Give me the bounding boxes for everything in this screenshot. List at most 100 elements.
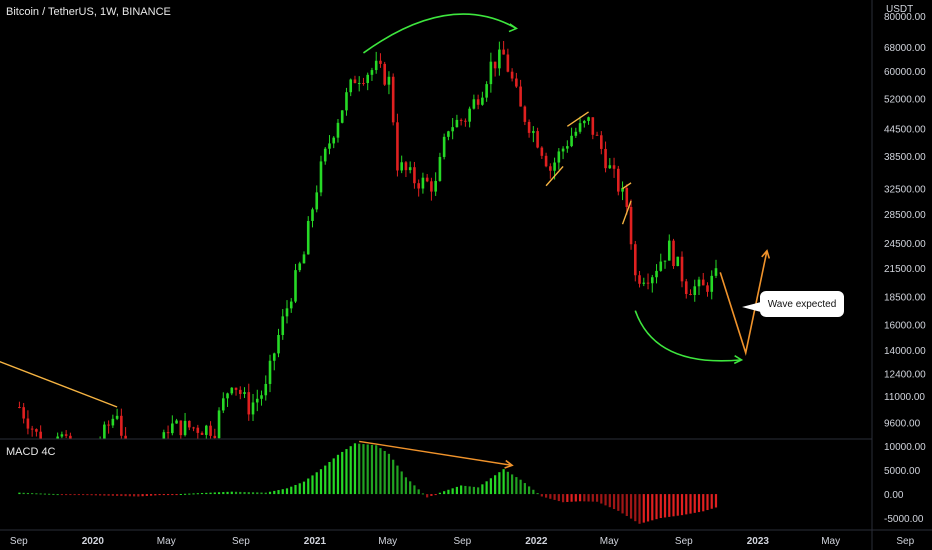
macd-bar [430,494,433,496]
macd-bar [35,493,38,495]
candle-body [502,49,505,55]
macd-bar [511,474,514,495]
macd-bar [417,489,420,495]
time-tick-label: May [378,536,397,547]
macd-bar [426,494,429,498]
candle-body [553,162,556,171]
macd-bar [617,494,620,511]
macd-axis: 10000.00 5000.00 0.00 -5000.00 [884,442,926,525]
macd-bar [209,492,212,495]
macd-bar [171,494,174,496]
price-tick-label: 68000.00 [884,43,926,54]
candle-body [217,410,221,439]
macd-bar [341,451,344,495]
candle-body [188,420,191,428]
macd-bar [663,494,667,518]
price-tick-label: 9600.00 [884,418,921,429]
candle-body [306,220,310,255]
time-tick-label: 2021 [304,536,327,547]
macd-bar [349,446,352,495]
candle-body [60,434,64,437]
candle-body [476,99,480,105]
macd-divergence-line [359,440,513,467]
macd-bar [128,494,131,497]
price-tick-label: 11000.00 [884,392,925,403]
macd-bar [494,475,497,495]
price-tick-label: 18500.00 [884,293,926,304]
candle-body [162,432,166,439]
macd-bar [166,494,170,496]
candle-body [638,275,641,284]
macd-bar [268,491,272,495]
candle-body [616,168,620,192]
macd-bar [247,492,250,495]
candle-body [264,383,268,396]
candle-body [689,293,692,296]
macd-bar [549,494,552,499]
candle-body [510,71,514,79]
macd-bar [375,445,378,495]
macd-bar [536,493,539,495]
macd-bar [651,494,654,521]
macd-bar [370,444,374,495]
macd-bar [612,494,616,510]
macd-bar [332,458,335,495]
candle-body [447,131,450,137]
wave-callout[interactable]: Wave expected [760,291,844,317]
time-tick-label: Sep [10,536,28,547]
macd-bar [60,494,63,496]
macd-bar [48,493,51,495]
macd-bar [434,494,437,496]
macd-bar [132,494,136,497]
macd-bar [39,493,42,495]
candle-body [323,148,327,162]
macd-series [18,443,718,524]
candle-body [451,127,454,132]
candle-body [697,279,701,287]
macd-bar [205,492,208,495]
macd-bar [608,494,611,508]
candle-body [124,435,127,439]
macd-bar [570,494,573,502]
candle-body [430,181,433,192]
candle-body [387,76,391,85]
macd-bar [689,494,692,514]
macd-bar [485,481,488,495]
price-axis-currency: USDT [886,4,914,15]
candle-body [625,187,629,207]
candle-body [404,162,408,171]
candle-body [396,122,399,171]
macd-bar [336,454,340,495]
macd-bar [697,494,701,513]
candle-body [281,316,285,336]
candle-body [200,432,204,435]
price-axis: 80000.00 68000.00 60000.00 52000.00 44500.00… [884,12,926,429]
macd-tick-label: 10000.00 [884,442,926,453]
macd-bar [629,494,633,519]
macd-bar [200,493,204,495]
macd-bar [256,492,259,495]
candle-body [400,162,403,171]
candle-body [566,146,569,149]
macd-bar [481,484,484,495]
candle-body [340,110,344,123]
macd-bar [192,493,195,495]
macd-bar [77,494,80,496]
candle-body [659,261,663,271]
macd-bar [345,449,348,495]
macd-bar [222,492,225,495]
macd-bar [82,494,85,496]
macd-bar [213,492,216,495]
macd-bar [515,477,518,495]
macd-bar [710,494,713,509]
price-tick-label: 60000.00 [884,67,926,78]
candle-body [302,254,306,264]
macd-bar [307,478,310,495]
macd-bar [400,471,403,495]
macd-indicator-title[interactable]: MACD 4C [6,446,56,458]
candle-body [489,61,493,85]
candle-body [676,256,680,267]
projection-path [719,250,768,356]
macd-bar [277,490,280,495]
